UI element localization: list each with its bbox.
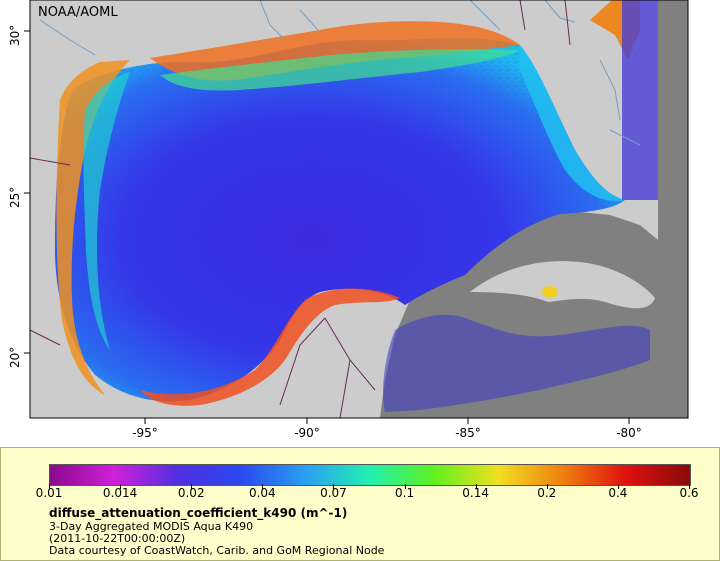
x-tick-label: -95°: [132, 426, 158, 440]
x-tick-label: -85°: [455, 426, 481, 440]
colorbar-tick-mark: [262, 484, 264, 489]
variable-name: diffuse_attenuation_coefficient_k490 (m^…: [49, 506, 348, 520]
legend-panel: 0.01 0.014 0.02 0.04 0.07 0.1 0.14 0.2 0.4 0.6 di…: [0, 447, 720, 561]
nodata-region-east: [658, 0, 688, 418]
coastal-band-texas: [56, 60, 130, 395]
colorbar-tick-label: 0.01: [35, 486, 63, 500]
colorbar-tick-label: 0.04: [248, 486, 276, 500]
map-panel: NOAA/AOML -95° -90° -85° -80° 30° 25° 20…: [8, 0, 689, 440]
colorbar-tick-mark: [475, 484, 477, 489]
colorbar-tick-label: 0.6: [679, 486, 699, 500]
colorbar-tick-mark: [546, 484, 548, 489]
x-tick-label: -90°: [294, 426, 320, 440]
coastal-band-florida: [520, 45, 625, 201]
colorbar-tick-label: 0.014: [102, 486, 138, 500]
colorbar-tick-mark: [404, 484, 406, 489]
colorbar-tick-label: 0.02: [177, 486, 205, 500]
dataset-description: 3-Day Aggregated MODIS Aqua K490: [49, 520, 254, 533]
coastal-band-campeche: [140, 288, 400, 406]
east-water-speckle: [622, 0, 658, 200]
watermark-label: NOAA/AOML: [38, 5, 118, 20]
colorbar-tick-mark: [49, 484, 50, 489]
y-tick-label: 25°: [8, 186, 22, 208]
data-credit: Data courtesy of CoastWatch, Carib. and …: [49, 544, 385, 557]
coastal-hotspot: [542, 286, 558, 298]
colorbar-tick-label: 0.07: [320, 486, 347, 500]
florida-landmass: [510, 20, 652, 205]
colorbar-tick-mark: [191, 484, 193, 489]
y-tick-label: 30°: [8, 24, 22, 46]
caribbean-water-patch: [383, 314, 650, 412]
coastal-band-texas-inner: [83, 72, 130, 350]
dataset-time: (2011-10-22T00:00:00Z): [49, 532, 186, 545]
y-tick-label: 20°: [8, 346, 22, 368]
coastal-band-north-2: [160, 49, 520, 91]
colorbar-tick-mark: [689, 484, 690, 489]
colorbar-tick-mark: [120, 484, 122, 489]
political-borders: [29, 0, 571, 419]
rivers: [39, 0, 641, 146]
colorbar-tick-label: 0.1: [395, 486, 415, 500]
x-tick-label: -80°: [616, 426, 642, 440]
colorbar-tick-mark: [617, 484, 619, 489]
colorbar-tick-mark: [333, 484, 335, 489]
ocean-color-map: [24, 0, 689, 424]
colorbar-tick-label: 0.4: [608, 486, 628, 500]
axis-ticks: [24, 30, 630, 424]
plot-frame: [29, 0, 689, 419]
colorbar: [49, 464, 691, 486]
cuba-landmass: [470, 261, 655, 309]
colorbar-tick-label: 0.14: [462, 486, 490, 500]
gulf-speckle: [55, 38, 625, 402]
colorbar-tick-label: 0.2: [537, 486, 557, 500]
